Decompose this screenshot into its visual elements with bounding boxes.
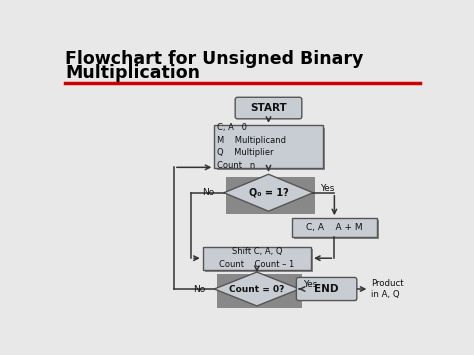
Bar [217, 274, 302, 308]
Text: Flowchart for Unsigned Binary: Flowchart for Unsigned Binary [65, 50, 364, 68]
Text: Multiplication: Multiplication [65, 64, 201, 82]
Bar [292, 218, 377, 237]
Bar [205, 249, 313, 272]
Bar [240, 102, 302, 119]
Text: Q₀ = 1?: Q₀ = 1? [249, 188, 288, 198]
Text: Count = 0?: Count = 0? [229, 284, 284, 294]
Text: C, A    A + M: C, A A + M [306, 223, 363, 232]
Bar [214, 125, 323, 168]
Text: No: No [202, 188, 215, 197]
Text: Yes: Yes [320, 184, 334, 193]
Bar [226, 176, 315, 214]
Polygon shape [224, 174, 313, 211]
Bar [294, 220, 379, 239]
Text: START: START [250, 103, 287, 113]
Text: Shift C, A, Q
Count    Count – 1: Shift C, A, Q Count Count – 1 [219, 247, 294, 269]
Text: Product
in A, Q: Product in A, Q [371, 279, 403, 299]
Bar [217, 128, 325, 170]
FancyBboxPatch shape [296, 278, 357, 301]
FancyBboxPatch shape [235, 97, 302, 119]
Bar [202, 247, 311, 270]
Text: Yes: Yes [303, 280, 318, 289]
Text: C, A   0
M    Multiplicand
Q    Multiplier
Count   n: C, A 0 M Multiplicand Q Multiplier Count… [218, 123, 286, 170]
Polygon shape [214, 272, 300, 306]
Text: END: END [314, 284, 339, 294]
Bar [301, 282, 357, 301]
Text: No: No [193, 284, 205, 294]
